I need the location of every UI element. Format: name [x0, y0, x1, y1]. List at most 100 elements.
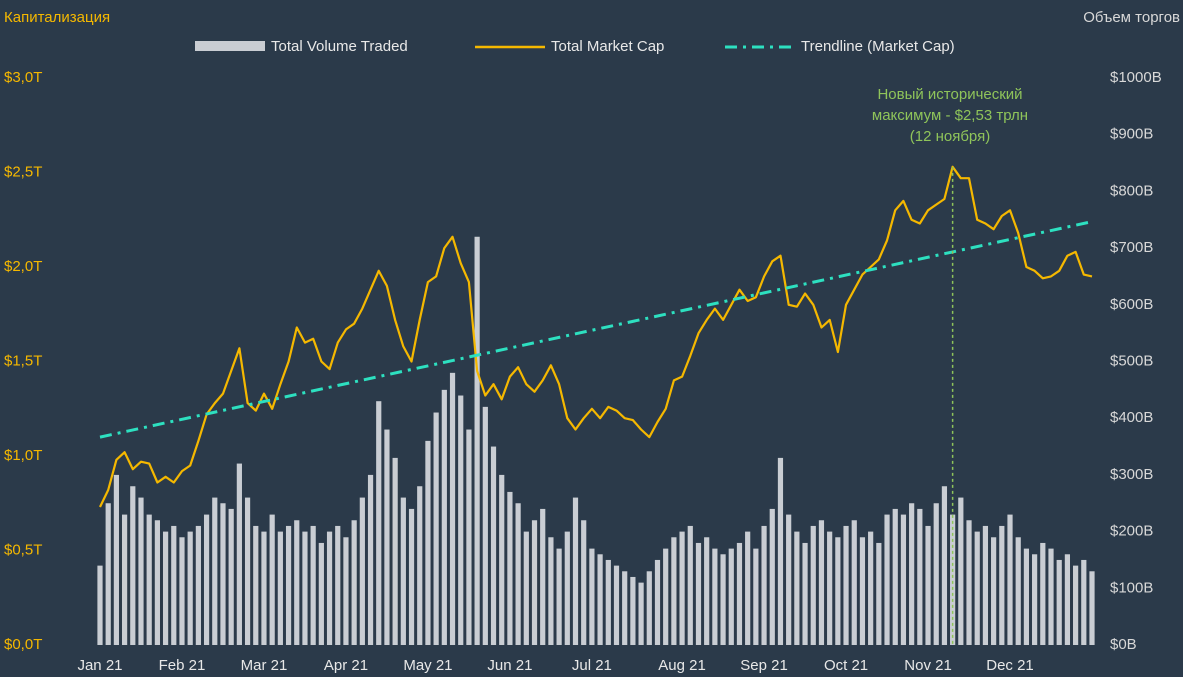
- y-tick-label: $1,5T: [4, 352, 42, 369]
- bar: [892, 508, 898, 645]
- bar: [253, 525, 259, 645]
- bar: [1032, 554, 1038, 645]
- x-tick-label: Feb 21: [159, 657, 206, 674]
- y2-tick-label: $1000B: [1110, 69, 1162, 86]
- bar: [630, 576, 636, 645]
- bar: [654, 559, 661, 645]
- bar: [827, 531, 833, 645]
- bar: [638, 582, 644, 645]
- legend-label: Total Market Cap: [551, 38, 664, 55]
- bar: [835, 537, 841, 645]
- bar: [310, 525, 316, 645]
- bar: [499, 474, 505, 645]
- bar: [704, 537, 710, 645]
- bar: [991, 537, 997, 645]
- bar: [441, 389, 447, 645]
- bar: [999, 525, 1005, 645]
- x-tick-label: Sep 21: [740, 657, 788, 674]
- annotation: (12 ноября): [910, 128, 990, 145]
- bar: [1056, 559, 1062, 645]
- y2-tick-label: $700B: [1110, 239, 1153, 256]
- bar: [343, 537, 349, 645]
- bar: [925, 525, 931, 645]
- y2-tick-label: $0B: [1110, 636, 1137, 653]
- bar: [384, 429, 390, 645]
- bar: [753, 548, 759, 645]
- bar: [917, 508, 923, 645]
- bar: [900, 514, 907, 645]
- bar: [507, 491, 513, 645]
- bar: [933, 503, 939, 645]
- bar: [458, 395, 464, 645]
- bar: [589, 548, 595, 645]
- bar: [810, 525, 816, 645]
- bar: [794, 531, 800, 645]
- x-tick-label: Jan 21: [77, 657, 122, 674]
- legend-swatch: [195, 41, 265, 51]
- bar: [1089, 571, 1095, 645]
- bar: [490, 446, 497, 645]
- bar: [1007, 514, 1013, 645]
- bar: [187, 531, 193, 645]
- bar: [351, 520, 357, 645]
- bar: [466, 429, 472, 645]
- bar: [712, 548, 718, 645]
- bar: [376, 401, 382, 645]
- bar: [974, 531, 980, 645]
- annotation: максимум - $2,53 трлн: [872, 107, 1028, 124]
- bar: [720, 554, 726, 645]
- bar: [786, 514, 792, 645]
- bar: [417, 486, 423, 645]
- y-tick-label: $1,0T: [4, 447, 42, 464]
- bar: [261, 531, 267, 645]
- bar: [1064, 554, 1071, 645]
- bar: [663, 548, 669, 645]
- bar: [269, 514, 275, 645]
- bar: [605, 559, 611, 645]
- bar: [1081, 559, 1087, 645]
- bar: [736, 542, 743, 645]
- bar: [302, 531, 308, 645]
- bar: [671, 537, 677, 645]
- y2-tick-label: $300B: [1110, 466, 1153, 483]
- bar: [228, 508, 234, 645]
- y-tick-label: $0,0T: [4, 636, 42, 653]
- bar: [449, 372, 456, 645]
- y2-tick-label: $200B: [1110, 523, 1153, 540]
- bar: [367, 474, 374, 645]
- bar: [138, 497, 144, 645]
- bar: [868, 531, 874, 645]
- bar: [950, 514, 956, 645]
- bar: [179, 537, 185, 645]
- bar: [171, 525, 177, 645]
- y2-tick-label: $900B: [1110, 126, 1153, 143]
- bar: [113, 474, 119, 645]
- bar: [277, 531, 283, 645]
- bar: [958, 497, 964, 645]
- bar: [400, 497, 406, 645]
- bar: [884, 514, 890, 645]
- x-tick-label: Dec 21: [986, 657, 1034, 674]
- bar: [843, 525, 849, 645]
- bar: [564, 531, 570, 645]
- bar: [425, 440, 431, 645]
- bar: [220, 503, 226, 645]
- bar: [105, 503, 111, 645]
- bar: [433, 412, 439, 645]
- bar: [121, 514, 128, 645]
- y-tick-label: $0,5T: [4, 541, 42, 558]
- bar: [1015, 537, 1021, 645]
- x-tick-label: Jun 21: [487, 657, 532, 674]
- bar: [515, 503, 521, 645]
- bar: [318, 542, 324, 645]
- bar: [1073, 565, 1079, 645]
- bar: [97, 565, 103, 645]
- bar: [909, 503, 915, 645]
- bar: [859, 537, 866, 645]
- bar: [294, 520, 300, 645]
- bar: [130, 486, 136, 645]
- bar: [695, 542, 702, 645]
- y-tick-label: $3,0T: [4, 69, 42, 86]
- bar: [236, 463, 242, 645]
